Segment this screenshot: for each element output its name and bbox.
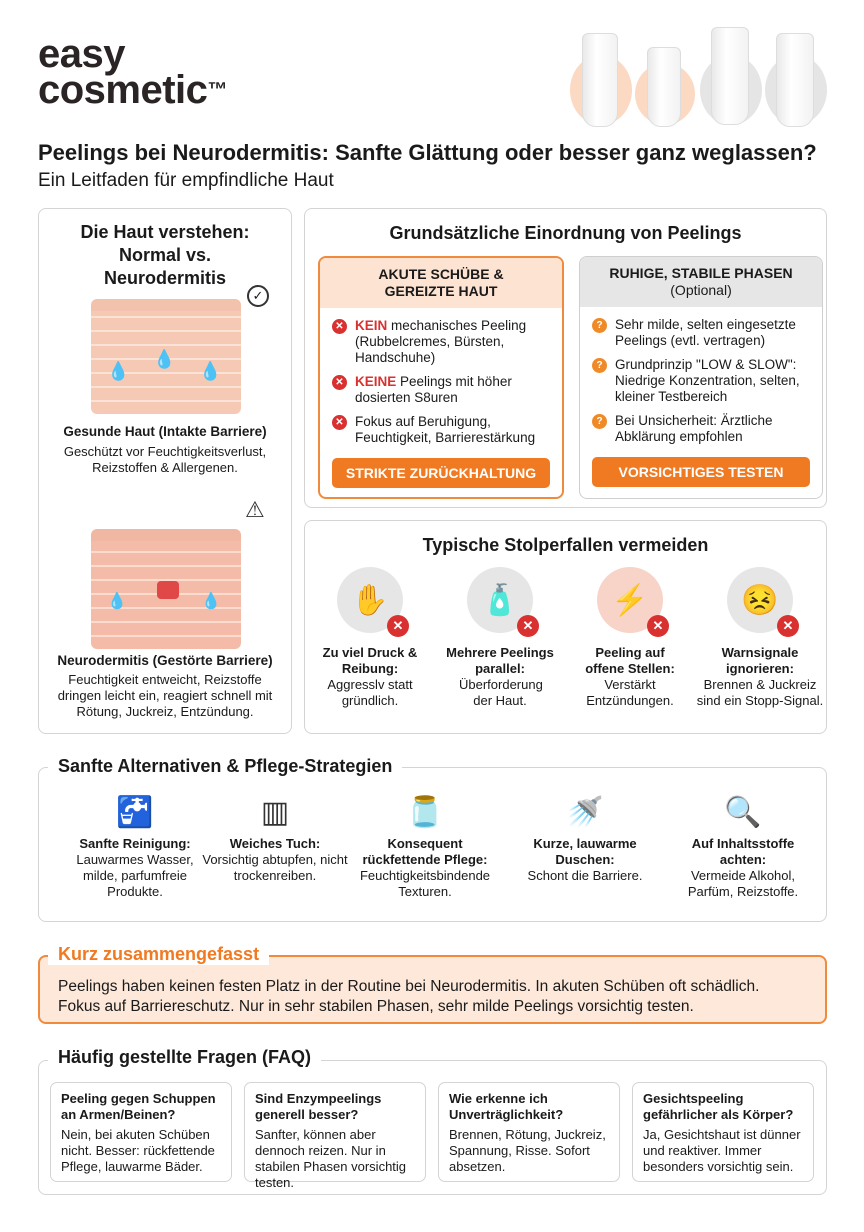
towel-icon: ▥ — [260, 796, 290, 829]
page-title: Peelings bei Neurodermitis: Sanfte Glätt… — [38, 140, 817, 165]
acute-item: ✕ Fokus auf Beruhigung, Feuchtigkeit, Bar… — [332, 414, 562, 446]
classification-card: Grundsätzliche Einordnung von Peelings A… — [304, 208, 827, 508]
summary-title: Kurz zusammengefasst — [48, 944, 270, 965]
pitfall-item: ✋ ✕ Zu viel Druck & Reibung: Aggresslv stat… — [305, 567, 435, 709]
alternative-item: 🚿 Kurze, lauwarme Duschen: Schont die Barr… — [510, 790, 660, 884]
cream-jar-icon: 🫙 — [406, 796, 444, 829]
acute-item: ✕ KEINE Peelings mit höher dosierten S8ur… — [332, 374, 562, 406]
alternatives-title: Sanfte Alternativen & Pflege-Strategien — [48, 756, 403, 777]
faq-item: Sind Enzympeelings generell besser? Sanft… — [244, 1082, 426, 1190]
brand-logo: easy cosmetic™ — [38, 32, 227, 112]
faq-item: Gesichtspeeling gefährlicher als Körper?… — [632, 1082, 814, 1182]
healthy-skin-text: Geschützt vor Feuchtigkeitsverlust, Reiz… — [63, 444, 267, 475]
skin-title: Die Haut verstehen: Normal vs. Neuroderm… — [80, 222, 250, 288]
question-circle-icon: ? — [592, 318, 607, 333]
skin-comparison-card: Die Haut verstehen: Normal vs. Neuroderm… — [38, 208, 292, 734]
bottles-icon: 🧴 ✕ — [467, 567, 539, 637]
wound-icon: ⚡ ✕ — [597, 567, 669, 637]
x-circle-icon: ✕ — [332, 375, 347, 390]
pitfall-item: ⚡ ✕ Peeling auf offene Stellen: Verstärkt E… — [565, 567, 695, 709]
faq-item: Peeling gegen Schuppen an Armen/Beinen? N… — [50, 1082, 232, 1182]
alternative-item: 🚰 Sanfte Reinigung: Lauwarmes Wasser, mild… — [60, 790, 210, 900]
summary-text: Peelings haben keinen festen Platz in de… — [58, 978, 760, 1015]
healthy-skin-label: Gesunde Haut (Intakte Barriere) — [63, 424, 267, 439]
stable-title: RUHIGE, STABILE PHASEN — [609, 265, 793, 281]
page-subtitle: Ein Leitfaden für empfindliche Haut — [38, 170, 334, 191]
stable-item: ? Grundprinzip "LOW & SLOW": Niedrige Kon… — [592, 357, 822, 405]
summary-box: Peelings haben keinen festen Platz in de… — [38, 955, 827, 1024]
stable-item: ? Sehr milde, selten eingesetzte Peelings… — [592, 317, 822, 349]
acute-item: ✕ KEIN mechanisches Peeling (Rubbelcremes… — [332, 318, 562, 366]
question-circle-icon: ? — [592, 358, 607, 373]
pitfall-item: 😣 ✕ Warnsignale ignorieren: Brennen & Juckr… — [695, 567, 825, 709]
stable-item: ? Bei Unsicherheit: Ärztliche Abklärung e… — [592, 413, 822, 445]
alternative-item: 🫙 Konsequent rückfettende Pflege: Feuchtig… — [350, 790, 500, 900]
magnifier-flask-icon: 🔍 — [724, 796, 762, 829]
faq-item: Wie erkenne ich Unverträglichkeit? Brenne… — [438, 1082, 620, 1182]
damaged-skin-illustration: 💧 💧 — [91, 529, 241, 649]
question-circle-icon: ? — [592, 414, 607, 429]
stable-subtitle: (Optional) — [670, 282, 732, 298]
acute-box: AKUTE SCHÜBE & GEREIZTE HAUT ✕ KEIN mecha… — [318, 256, 564, 499]
alternative-item: 🔍 Auf Inhaltsstoffe achten: Vermeide Alkoh… — [668, 790, 818, 900]
damaged-skin-text: Feuchtigkeit entweicht, Reizstoffe dring… — [57, 672, 273, 719]
hand-scrubbing-icon: ✋ ✕ — [337, 567, 409, 637]
irritated-face-icon: 😣 ✕ — [727, 567, 799, 637]
classification-title: Grundsätzliche Einordnung von Peelings — [389, 223, 742, 243]
faucet-icon: 🚰 — [116, 796, 154, 829]
pitfall-item: 🧴 ✕ Mehrere Peelings parallel: Überforderun… — [435, 567, 565, 709]
faq-title: Häufig gestellte Fragen (FAQ) — [48, 1047, 322, 1068]
acute-title: AKUTE SCHÜBE & GEREIZTE HAUT — [320, 258, 562, 308]
strict-restraint-button[interactable]: STRIKTE ZURÜCKHALTUNG — [332, 458, 550, 488]
pitfalls-title: Typische Stolperfallen vermeiden — [422, 535, 709, 555]
careful-testing-button[interactable]: VORSICHTIGES TESTEN — [592, 457, 810, 487]
alternative-item: ▥ Weiches Tuch: Vorsichtig abtupfen, nicht… — [200, 790, 350, 884]
pitfalls-card: Typische Stolperfallen vermeiden ✋ ✕ Zu vi… — [304, 520, 827, 734]
check-circle-icon: ✓ — [247, 285, 269, 307]
shower-icon: 🚿 — [566, 796, 604, 829]
x-circle-icon: ✕ — [332, 319, 347, 334]
healthy-skin-illustration: 💧 💧 💧 — [91, 299, 241, 414]
product-images — [565, 25, 835, 135]
alternatives-section — [38, 767, 827, 922]
warning-icon: ⚠ — [245, 497, 265, 522]
damaged-skin-label: Neurodermitis (Gestörte Barriere) — [57, 653, 273, 668]
stable-header: RUHIGE, STABILE PHASEN (Optional) — [580, 257, 822, 307]
x-circle-icon: ✕ — [332, 415, 347, 430]
stable-box: RUHIGE, STABILE PHASEN (Optional) ? Sehr m… — [579, 256, 823, 499]
